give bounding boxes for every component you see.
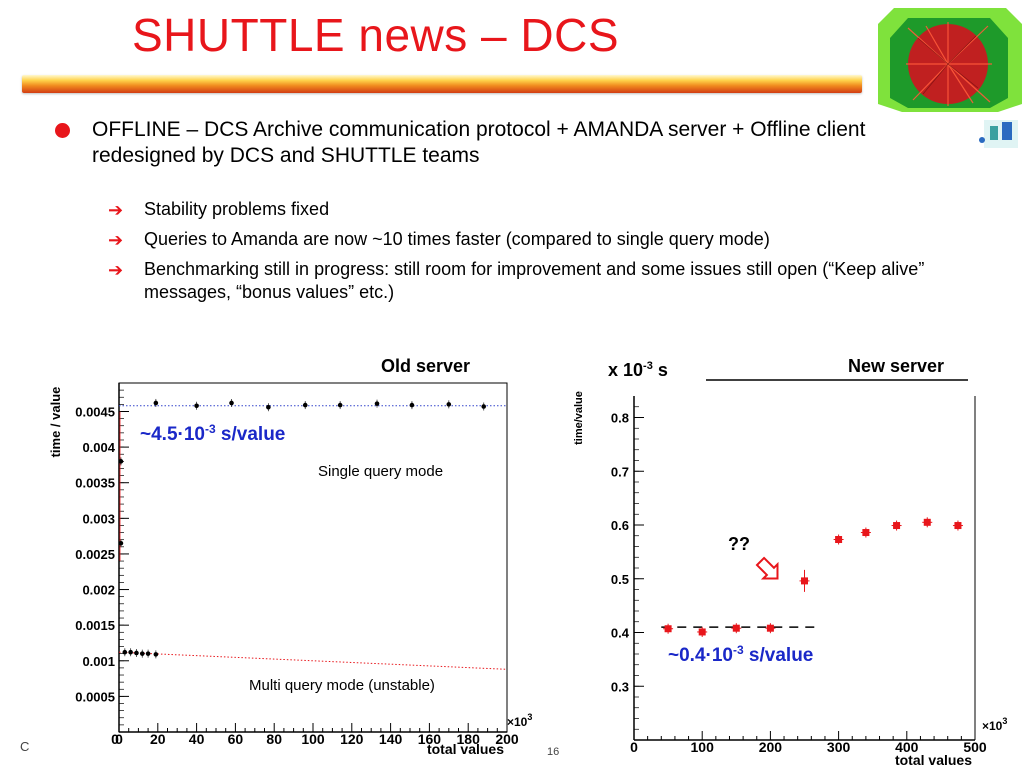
left-data-point [118, 540, 124, 546]
right-rate-annotation: ~0.4·10-3 s/value [668, 643, 813, 666]
left-data-point [118, 459, 124, 464]
left-data-point [128, 649, 133, 655]
sub-bullet: ➔ Benchmarking still in progress: still … [108, 258, 968, 304]
left-data-point [409, 402, 415, 408]
left-data-point [374, 401, 380, 406]
right-y-tick-label: 0.6 [611, 518, 629, 533]
bullet-dot-icon [55, 123, 70, 138]
left-data-point [446, 402, 452, 407]
left-data-point [266, 404, 271, 410]
right-x-tick-label: 300 [827, 739, 851, 755]
right-data-point [766, 624, 774, 632]
left-x-tick-label: 0 [115, 731, 123, 747]
arrow-right-icon: ➔ [108, 200, 124, 220]
left-data-point [145, 651, 151, 656]
title-underline-bar [22, 75, 862, 93]
new-server-chart: 0 100 200 300 400 500 0.3 0.4 0.5 0.6 0.7 0.8 time/v… [573, 379, 1007, 768]
left-panel-header: Old server [381, 356, 471, 376]
sub-bullet-list: ➔ Stability problems fixed ➔ Queries to … [108, 198, 968, 311]
sub-bullet-text: Queries to Amanda are now ~10 times fast… [144, 229, 770, 249]
left-rate-annotation: ~4.5·10-3 s/value [140, 422, 285, 445]
slide-title: SHUTTLE news – DCS [132, 9, 620, 61]
left-footer-fragment: C [20, 739, 29, 754]
right-y-tick-label: 0.7 [611, 464, 629, 479]
sub-bullet-text: Benchmarking still in progress: still ro… [144, 259, 925, 302]
right-y-tick-label: 0.3 [611, 679, 629, 694]
left-y-axis-label: time / value [48, 387, 63, 458]
left-data-point [337, 402, 343, 408]
pointer-arrow-icon [755, 556, 779, 580]
left-x-tick-label: 160 [418, 731, 442, 747]
right-x-tick-label: 200 [759, 739, 783, 755]
right-x-tick-label: 100 [691, 739, 715, 755]
right-scale-label: x 10-3 s [608, 360, 668, 380]
left-x-tick-label: 200 [495, 731, 519, 747]
left-data-point [134, 650, 139, 656]
right-data-point [732, 624, 740, 632]
left-y-tick-label: 0.0025 [75, 547, 115, 562]
old-server-chart: 0 20 40 60 80 100 120 140 160 180 2000.00050.0010.… [20, 372, 559, 768]
right-data-point [893, 522, 901, 530]
left-y-tick-label: 0.002 [82, 583, 115, 598]
left-x-tick-label: 100 [301, 731, 325, 747]
right-data-point [698, 628, 706, 636]
left-x-tick-label: 80 [266, 731, 282, 747]
left-data-point [194, 403, 199, 409]
left-x-tick-label: 140 [379, 731, 403, 747]
right-data-point [835, 536, 843, 544]
sub-bullet: ➔ Stability problems fixed [108, 198, 968, 221]
left-x-tick-label: 180 [457, 731, 481, 747]
left-y-tick-label: 0.0045 [75, 404, 115, 419]
right-x-tick-label: 400 [895, 739, 919, 755]
experiment-logo [878, 8, 1022, 150]
left-y-tick-label: 0.0015 [75, 618, 115, 633]
multi-query-annotation: Multi query mode (unstable) [249, 677, 435, 694]
left-x-axis-label: total values [427, 741, 504, 757]
right-data-point [664, 625, 672, 633]
single-query-annotation: Single query mode [318, 463, 443, 480]
left-mid-fragment: 16 [547, 746, 559, 758]
left-y-tick-label: 0.003 [82, 511, 115, 526]
left-x-origin-label: 0 [111, 731, 119, 747]
right-data-point [923, 518, 931, 526]
right-y-tick-label: 0.8 [611, 411, 629, 426]
right-x-multiplier: ×103 [982, 716, 1007, 733]
right-y-tick-label: 0.4 [611, 626, 630, 641]
right-x-tick-label: 500 [963, 739, 987, 755]
left-data-point [139, 651, 145, 656]
left-x-tick-label: 120 [340, 731, 364, 747]
right-y-axis-label: time/value [573, 391, 585, 445]
arrow-right-icon: ➔ [108, 230, 124, 250]
right-panel-header: New server [848, 356, 945, 376]
right-x-axis-label: total values [895, 752, 972, 768]
sub-bullet: ➔ Queries to Amanda are now ~10 times fa… [108, 228, 968, 251]
left-y-tick-label: 0.004 [82, 440, 115, 455]
right-data-point [801, 577, 808, 585]
right-y-tick-label: 0.5 [611, 572, 629, 587]
sub-bullet-text: Stability problems fixed [144, 199, 330, 219]
left-y-tick-label: 0.0005 [75, 689, 115, 704]
arrow-right-icon: ➔ [108, 260, 124, 280]
right-x-tick-label: 0 [630, 739, 638, 755]
main-bullet-text: OFFLINE – DCS Archive communication prot… [92, 118, 866, 167]
question-mark-label: ?? [728, 534, 750, 554]
right-data-point [862, 529, 870, 537]
left-data-point [481, 404, 487, 409]
left-x-tick-label: 40 [189, 731, 205, 747]
left-x-tick-label: 20 [150, 731, 166, 747]
left-y-tick-label: 0.001 [82, 654, 115, 669]
left-data-point [229, 400, 234, 406]
left-data-point [153, 652, 159, 657]
left-y-tick-label: 0.0035 [75, 476, 115, 491]
right-data-point [954, 522, 962, 530]
left-data-point [302, 402, 308, 408]
left-x-tick-label: 60 [228, 731, 244, 747]
left-x-multiplier: ×103 [507, 712, 532, 729]
left-data-point [122, 649, 128, 655]
left-data-point [153, 400, 159, 406]
